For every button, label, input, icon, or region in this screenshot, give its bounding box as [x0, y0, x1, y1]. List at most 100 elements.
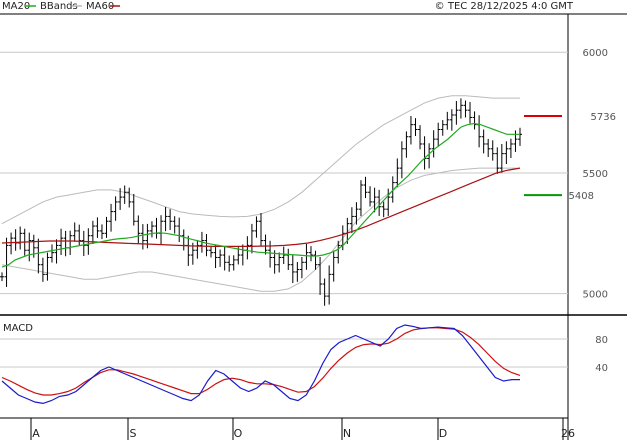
ohlc-bar: [131, 193, 136, 226]
ohlc-bar: [490, 140, 495, 161]
ohlc-bar: [113, 196, 118, 221]
ohlc-bar: [54, 239, 59, 264]
moving-averages: [1, 122, 521, 268]
month-tick-label: O: [234, 427, 243, 440]
ohlc-bar: [40, 257, 45, 282]
ohlc-bar: [449, 109, 454, 131]
ohlc-bar: [413, 118, 418, 137]
ohlc-bar: [209, 245, 214, 258]
ohlc-bar: [381, 201, 386, 218]
ohlc-bar: [363, 176, 368, 199]
ohlc-bar: [463, 100, 468, 118]
ohlc-bar: [227, 255, 232, 272]
ohlc-bar: [104, 216, 109, 238]
ohlc-bar: [518, 127, 522, 146]
ohlc-bar: [181, 229, 186, 251]
ohlc-bar: [404, 131, 409, 158]
ohlc-bar: [90, 220, 95, 244]
ohlc-bar: [349, 207, 354, 234]
ohlc-bar: [418, 125, 423, 150]
ohlc-bar: [499, 143, 504, 173]
ohlc-bar: [154, 217, 159, 239]
ohlc-bar: [195, 240, 200, 259]
ohlc-bar: [236, 247, 241, 265]
ohlc-bar: [99, 224, 104, 240]
ohlc-bar: [436, 122, 441, 147]
ohlc-bar: [299, 256, 304, 279]
ohlc-bar: [454, 100, 459, 125]
macd-tick-label: 80: [595, 335, 608, 346]
ohlc-bar: [513, 130, 518, 152]
legend-bbands-label: BBands: [40, 1, 78, 12]
ohlc-bar: [422, 136, 427, 170]
ohlc-bar: [163, 206, 168, 232]
macd-series-macd: [1, 324, 520, 405]
macd-tick-label: 40: [595, 363, 608, 374]
ohlc-bar: [504, 141, 509, 165]
macd-grid: 40 80: [0, 335, 608, 374]
ohlc-bar: [140, 224, 145, 250]
ohlc-bar: [222, 246, 227, 271]
ohlc-bar: [290, 255, 295, 284]
macd-title: MACD: [3, 323, 33, 334]
ohlc-bar: [431, 130, 436, 158]
ohlc-bar: [0, 272, 4, 282]
ohlc-bar: [399, 141, 404, 179]
ohlc-bar: [186, 235, 191, 266]
copyright-text: © TEC 28/12/2025 4:0 GMT: [435, 1, 574, 12]
ohlc-bar: [281, 246, 286, 264]
ohlc-bar: [109, 203, 114, 232]
ohlc-bar: [59, 228, 64, 256]
ohlc-bar: [445, 111, 450, 130]
ohlc-bar: [458, 98, 463, 119]
ohlc-bar: [372, 187, 377, 213]
ohlc-bar: [36, 238, 41, 274]
ohlc-bar: [313, 250, 318, 270]
ohlc-bar: [486, 138, 491, 158]
ohlc-bar: [72, 222, 77, 242]
ohlc-bar: [77, 224, 82, 246]
ohlc-bar: [331, 250, 336, 282]
ohlc-bar: [127, 187, 132, 208]
ohlc-bar: [427, 143, 432, 169]
ohlc-bar: [45, 252, 50, 281]
ohlc-bar: [63, 230, 68, 257]
price-tick-label: 5000: [583, 290, 608, 301]
ohlc-bar: [204, 234, 209, 257]
ohlc-bar: [304, 243, 309, 270]
ohlc-bar: [249, 223, 254, 254]
ohlc-bar: [286, 248, 291, 271]
level-label: 5408: [569, 191, 594, 202]
ohlc-bar: [358, 180, 363, 217]
ohlc-bar: [495, 147, 500, 174]
price-ohlc-bars: [0, 98, 522, 306]
ohlc-bar: [408, 115, 413, 145]
ohlc-bar: [440, 120, 445, 136]
ohlc-bar: [272, 250, 277, 274]
ohlc-bar: [122, 185, 127, 204]
ma20-line: [1, 122, 520, 268]
ohlc-bar: [336, 240, 341, 264]
legend-ma60-label: MA60: [86, 1, 114, 12]
ohlc-bar: [13, 229, 18, 251]
ohlc-bar: [263, 234, 268, 255]
month-tick-label: S: [130, 427, 137, 440]
legend: MA20 BBands MA60 © TEC 28/12/2025 4:0 GM…: [2, 1, 574, 12]
price-levels: 5736 5408: [524, 112, 616, 202]
price-tick-label: 5500: [583, 169, 608, 180]
ohlc-bar: [168, 209, 173, 230]
month-tick-label: A: [32, 427, 40, 440]
ohlc-bar: [277, 252, 282, 273]
month-tick-label: 26: [561, 427, 575, 440]
ohlc-bar: [9, 232, 14, 255]
ohlc-bar: [368, 186, 373, 207]
ohlc-bar: [231, 255, 236, 271]
ohlc-bar: [149, 221, 154, 238]
x-axis-ticks: A S O N D 26: [30, 418, 575, 440]
legend-ma20-label: MA20: [2, 1, 30, 12]
level-label: 5736: [591, 112, 616, 123]
ohlc-bar: [118, 188, 123, 210]
month-tick-label: N: [343, 427, 351, 440]
ohlc-bar: [213, 244, 218, 269]
